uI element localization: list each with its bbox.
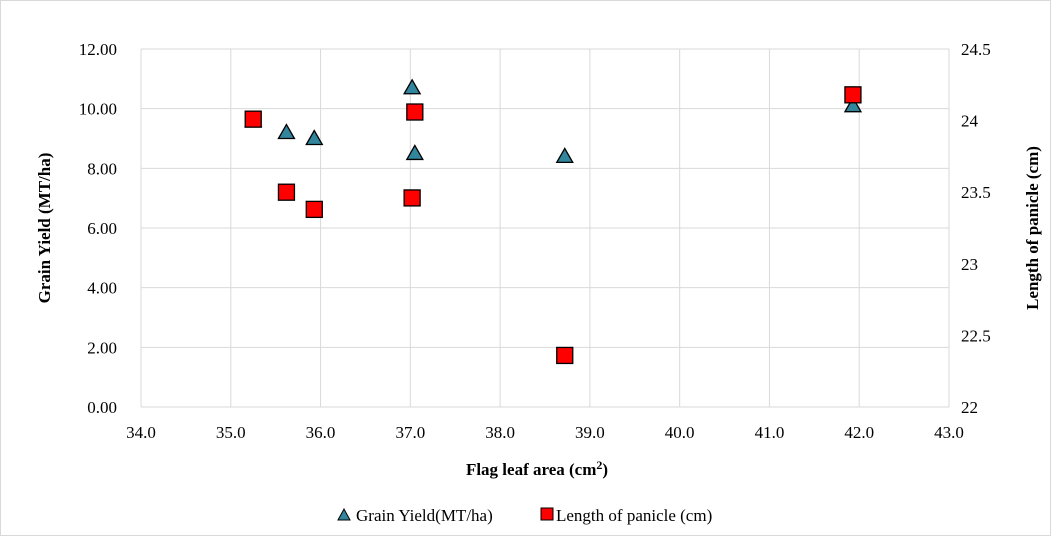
panicle-length-point [277, 183, 296, 201]
grain-yield-point [277, 123, 296, 140]
grain-yield-point [403, 78, 422, 95]
panicle-length-point [556, 346, 574, 365]
left-tick-label: 12.00 [79, 40, 117, 59]
legend: Grain Yield(MT/ha) Length of panicle (cm… [337, 506, 712, 525]
x-tick-label: 39.0 [575, 423, 605, 442]
legend-label-grain-yield: Grain Yield(MT/ha) [356, 506, 493, 525]
grain-yield-point [405, 144, 424, 161]
panicle-length-point [406, 103, 424, 121]
x-axis-title: Flag leaf area (cm2) [466, 458, 608, 479]
panicle-length-point [403, 189, 421, 207]
legend-marker-grain-yield [337, 507, 351, 521]
legend-marker-panicle-length [540, 507, 554, 521]
panicle-length-point [844, 86, 862, 104]
x-tick-label: 41.0 [755, 423, 785, 442]
right-tick-label: 23.5 [961, 183, 991, 202]
right-tick-label: 22 [961, 398, 978, 417]
right-tick-label: 24.5 [961, 40, 991, 59]
grid-lines [140, 48, 950, 408]
grain-yield-point [555, 147, 574, 164]
x-tick-label: 40.0 [665, 423, 695, 442]
legend-label-panicle-length: Length of panicle (cm) [556, 506, 712, 525]
x-tick-label: 37.0 [395, 423, 425, 442]
left-tick-label: 4.00 [87, 279, 117, 298]
x-tick-label: 35.0 [216, 423, 246, 442]
left-tick-label: 0.00 [87, 398, 117, 417]
panicle-length-point [244, 110, 262, 128]
left-tick-label: 8.00 [87, 159, 117, 178]
right-tick-label: 23 [961, 255, 978, 274]
left-tick-label: 10.00 [79, 100, 117, 119]
x-tick-label: 36.0 [306, 423, 336, 442]
x-axis-ticks: 34.0 35.0 36.0 37.0 38.0 39.0 40.0 41.0 42.0 43.0 [126, 423, 964, 442]
right-tick-label: 22.5 [961, 326, 991, 345]
right-axis-ticks: 22 22.5 23 23.5 24 24.5 [961, 40, 991, 417]
panicle-length-point [305, 200, 323, 219]
grain-yield-point [843, 96, 863, 113]
x-tick-label: 43.0 [934, 423, 964, 442]
left-axis-title: Grain Yield (MT/ha) [35, 153, 54, 304]
right-tick-label: 24 [961, 112, 979, 131]
x-tick-label: 38.0 [485, 423, 515, 442]
data-points [244, 78, 863, 365]
right-axis-title: Length of panicle (cm) [1023, 146, 1042, 310]
left-tick-label: 6.00 [87, 219, 117, 238]
x-tick-label: 42.0 [844, 423, 874, 442]
left-tick-label: 2.00 [87, 338, 117, 357]
grain-yield-point [305, 129, 324, 146]
x-tick-label: 34.0 [126, 423, 156, 442]
left-axis-ticks: 0.00 2.00 4.00 6.00 8.00 10.00 12.00 [79, 40, 117, 417]
